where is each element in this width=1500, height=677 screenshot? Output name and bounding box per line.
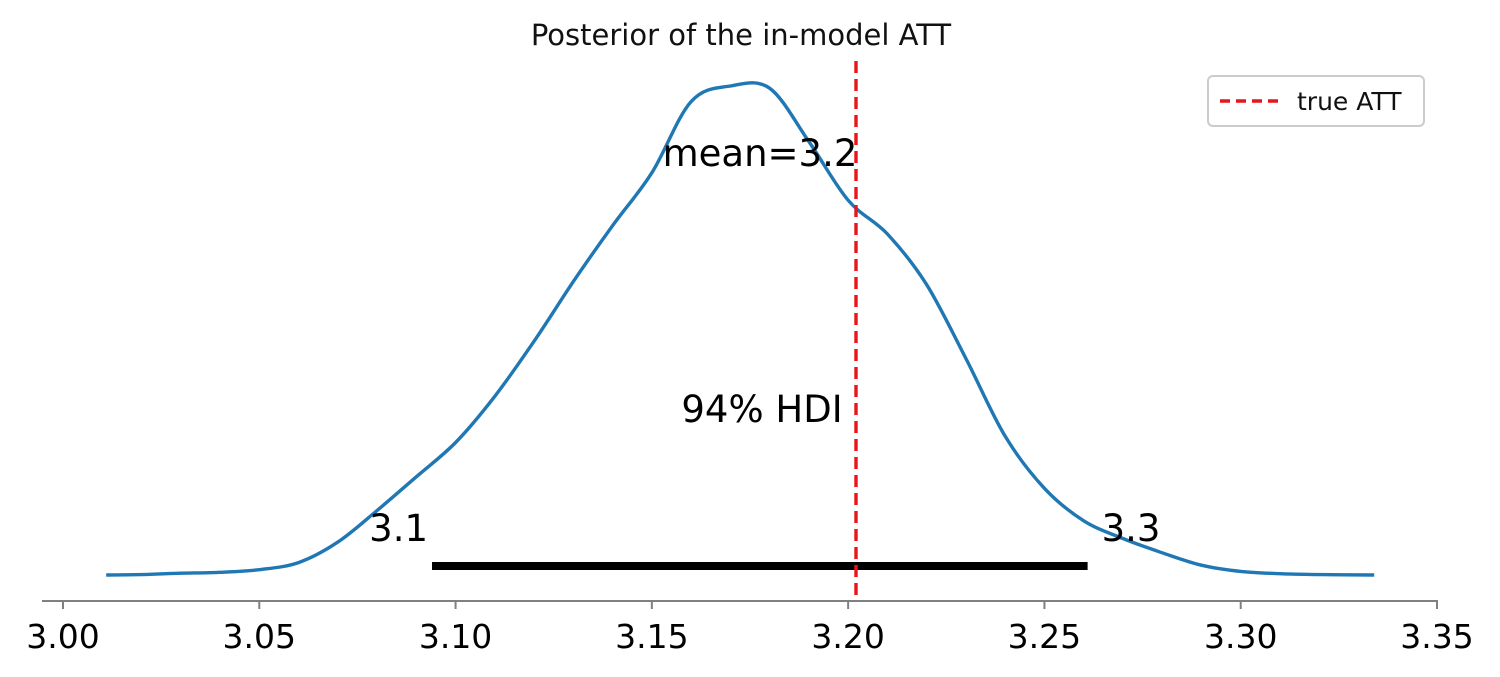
x-tick-label: 3.15 xyxy=(615,617,688,656)
hdi-low-label: 3.1 xyxy=(369,507,428,550)
x-tick-label: 3.10 xyxy=(419,617,492,656)
chart-title: Posterior of the in-model ATT xyxy=(531,18,952,52)
legend-label-true-att: true ATT xyxy=(1297,87,1402,116)
posterior-density-line xyxy=(106,81,1375,577)
hdi-label: 94% HDI xyxy=(681,388,842,431)
x-tick-label: 3.05 xyxy=(223,617,296,656)
x-tick-label: 3.35 xyxy=(1400,617,1473,656)
x-tick-label: 3.20 xyxy=(811,617,884,656)
x-tick-label: 3.30 xyxy=(1204,617,1277,656)
mean-label: mean=3.2 xyxy=(663,132,858,175)
x-tick-label: 3.00 xyxy=(26,617,99,656)
hdi-high-label: 3.3 xyxy=(1102,507,1161,550)
x-tick-label: 3.25 xyxy=(1008,617,1081,656)
x-axis: 3.00 3.05 3.10 3.15 3.20 3.25 3.30 3.35 xyxy=(26,600,1474,656)
legend-frame xyxy=(1207,75,1425,127)
legend: true ATT xyxy=(1207,75,1425,127)
plot-area: 3.1 3.3 94% HDI mean=3.2 xyxy=(106,61,1375,601)
